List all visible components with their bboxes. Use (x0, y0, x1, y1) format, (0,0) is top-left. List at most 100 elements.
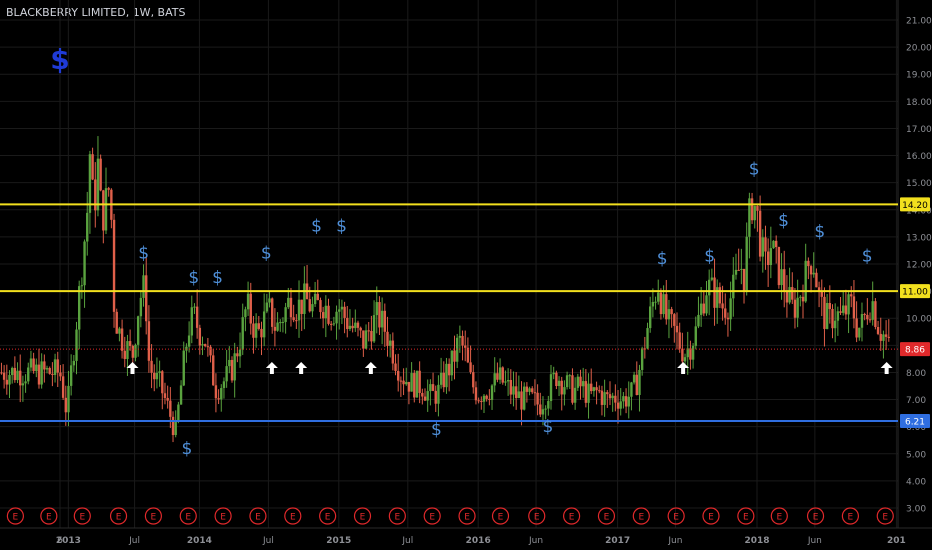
candle-body (844, 305, 848, 315)
candle-body (212, 355, 215, 386)
candle-body (260, 328, 263, 338)
candle-body (528, 388, 531, 392)
candle-body (525, 386, 529, 392)
candle-body (860, 314, 864, 328)
candle-body (187, 335, 191, 347)
earnings-marker[interactable] (388, 507, 406, 525)
candle-body (94, 179, 97, 211)
candle-body (780, 269, 783, 286)
earnings-label: E (13, 513, 19, 523)
candle-body (555, 372, 558, 387)
earnings-marker[interactable] (562, 507, 581, 525)
candle-body (136, 316, 140, 345)
candle-body (852, 296, 856, 319)
dollar-sign-icon: $ (778, 211, 789, 231)
candle-body (568, 375, 571, 377)
candle-body (362, 330, 365, 349)
candle-body (338, 309, 341, 312)
candle-body (590, 383, 593, 392)
earnings-marker[interactable] (632, 507, 650, 525)
earnings-marker[interactable] (109, 507, 128, 525)
earnings-marker[interactable] (6, 507, 24, 525)
earnings-marker[interactable] (458, 507, 476, 525)
candle-body (102, 190, 105, 231)
candle-body (557, 380, 561, 387)
earnings-marker[interactable] (806, 507, 825, 525)
candle-body (627, 396, 630, 407)
candle-body (764, 237, 767, 252)
candle-body (855, 318, 858, 338)
candle-body (673, 314, 676, 326)
candle-body (769, 248, 773, 266)
candle-body (80, 285, 84, 287)
earnings-marker[interactable] (144, 507, 162, 525)
earnings-marker[interactable] (284, 507, 302, 525)
earnings-marker[interactable] (737, 507, 755, 525)
earnings-marker[interactable] (702, 507, 720, 525)
candle-body (166, 397, 169, 401)
candle-body (579, 376, 582, 387)
earnings-marker[interactable] (491, 507, 510, 525)
candle-body (265, 302, 269, 312)
candle-body (292, 317, 295, 321)
candle-body (222, 381, 226, 389)
candle-body (474, 387, 478, 401)
earnings-marker[interactable] (214, 507, 232, 525)
candle-body (724, 308, 727, 318)
candle-body (466, 347, 470, 363)
x-tick-label: Jun (667, 536, 682, 546)
candle-body (37, 364, 41, 385)
earnings-marker[interactable] (319, 507, 337, 525)
earnings-marker[interactable] (528, 507, 546, 525)
candle-body (801, 296, 805, 302)
candle-body (77, 286, 81, 330)
candle-body (592, 387, 596, 392)
earnings-marker[interactable] (353, 507, 372, 525)
candle-body (104, 188, 108, 231)
candle-body (27, 367, 30, 382)
dollar-sign-icon: $ (749, 160, 760, 180)
candle-body (439, 372, 443, 385)
candle-body (595, 387, 598, 391)
candle-body (571, 375, 574, 403)
earnings-marker[interactable] (179, 507, 197, 525)
earnings-marker[interactable] (40, 507, 58, 525)
candle-body (831, 308, 834, 329)
candle-body (8, 375, 11, 385)
candle-body (490, 385, 494, 400)
chart-title: BLACKBERRY LIMITED, 1W, BATS (6, 6, 186, 19)
candle-body (657, 292, 660, 302)
earnings-marker[interactable] (597, 507, 616, 525)
candle-body (32, 358, 35, 372)
candle-body (217, 398, 220, 400)
earnings-marker[interactable] (876, 507, 894, 525)
candle-body (388, 340, 392, 346)
up-arrow-icon (295, 362, 308, 374)
earnings-label: E (255, 513, 261, 523)
earnings-marker[interactable] (841, 507, 859, 525)
x-tick-label: 2017 (605, 536, 630, 546)
earnings-marker[interactable] (667, 507, 685, 525)
candle-body (21, 383, 25, 386)
earnings-marker[interactable] (423, 507, 441, 525)
candle-body (43, 361, 46, 370)
candle-body (289, 297, 293, 318)
candle-body (343, 306, 346, 318)
earnings-marker[interactable] (770, 507, 788, 525)
y-tick-label: 6.00 (906, 423, 926, 433)
candle-body (179, 385, 183, 405)
candle-body (509, 379, 512, 395)
candle-body (171, 416, 175, 436)
candle-body (316, 293, 319, 301)
candle-body (750, 198, 754, 221)
candle-body (120, 328, 124, 351)
up-arrow-icon (126, 362, 139, 374)
earnings-marker[interactable] (249, 507, 267, 525)
candle-body (262, 311, 266, 338)
candle-body (716, 287, 719, 308)
candle-body (225, 366, 228, 382)
candle-body (190, 307, 193, 336)
candle-body (158, 371, 161, 373)
earnings-marker[interactable] (73, 507, 91, 525)
